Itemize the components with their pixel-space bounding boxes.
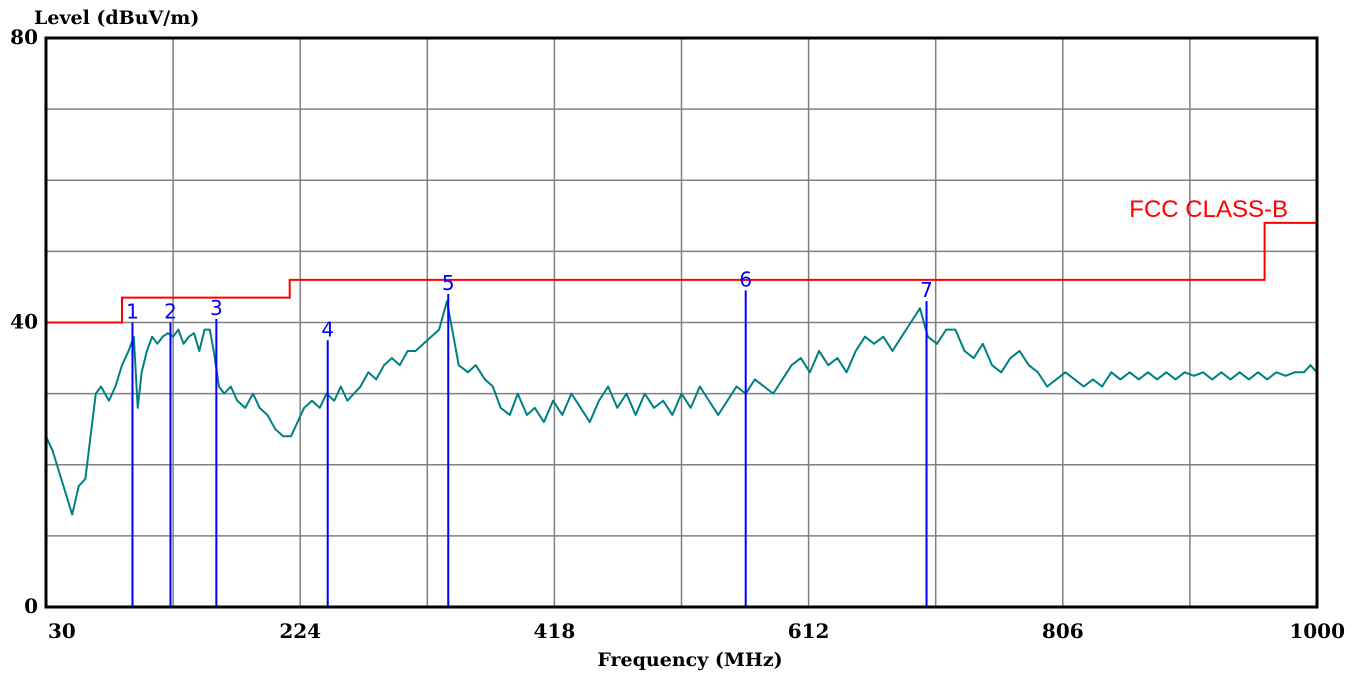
series-line xyxy=(45,300,1318,516)
x-tick-label: 224 xyxy=(279,619,321,643)
marker-label-1: 1 xyxy=(126,300,139,324)
marker-group: 1 2 3 4 5 6 7 xyxy=(126,267,933,607)
x-tick-label: 806 xyxy=(1042,619,1084,643)
x-tick-label: 30 xyxy=(48,619,76,643)
x-tick-label: 612 xyxy=(788,619,830,643)
y-tick-label: 80 xyxy=(10,25,38,49)
marker-label-7: 7 xyxy=(920,278,933,302)
y-tick-labels: 0 40 80 xyxy=(10,25,38,618)
x-tick-labels: 30 224 418 612 806 1000 xyxy=(48,619,1345,643)
x-tick-label: 1000 xyxy=(1289,619,1345,643)
y-tick-label: 0 xyxy=(24,594,38,618)
marker-label-6: 6 xyxy=(739,267,752,291)
plot-frame xyxy=(44,36,1319,609)
grid-lines xyxy=(46,38,1317,607)
marker-label-2: 2 xyxy=(164,300,177,324)
y-axis-title: Level (dBuV/m) xyxy=(34,7,199,29)
limit-line xyxy=(46,221,1317,324)
limit-line-group xyxy=(46,221,1317,324)
x-tick-label: 418 xyxy=(534,619,576,643)
limit-line-label: FCC CLASS-B xyxy=(1129,196,1288,223)
marker-label-3: 3 xyxy=(210,296,223,320)
marker-label-4: 4 xyxy=(321,317,334,341)
series-group xyxy=(45,300,1318,516)
x-axis-title: Frequency (MHz) xyxy=(597,649,782,671)
marker-label-5: 5 xyxy=(442,271,455,295)
y-tick-label: 40 xyxy=(10,310,38,334)
